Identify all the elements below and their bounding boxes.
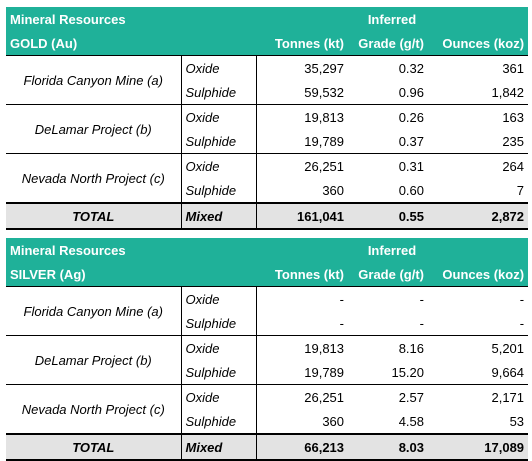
total-ounces: 2,872 (428, 202, 529, 230)
deposit-type: Oxide (181, 335, 257, 360)
grade-value: 0.31 (348, 153, 429, 178)
silver-total-row: TOTAL Mixed 66,213 8.03 17,089 (6, 433, 529, 461)
grade-value: 2.57 (348, 384, 429, 409)
gold-col-grade: Grade (g/t) (348, 31, 429, 56)
grade-value: 0.37 (398, 133, 425, 149)
deposit-type: Sulphide (181, 409, 257, 434)
ounces-value: 163 (428, 104, 529, 129)
silver-col-grade: Grade (g/t) (348, 262, 429, 287)
total-tonnes: 161,041 (256, 202, 349, 230)
silver-metal-label: SILVER (Ag) (6, 262, 257, 287)
total-label: TOTAL (6, 433, 182, 461)
ounces-value: 361 (428, 55, 529, 80)
silver-header-row-1: Mineral Resources Inferred (6, 238, 529, 262)
ounces-value: 53 (509, 413, 525, 429)
gold-title: Mineral Resources (6, 7, 257, 31)
project-name: Florida Canyon Mine (a) (6, 286, 182, 336)
ounces-value: 7 (516, 182, 525, 198)
tonnes-value: - (256, 286, 349, 311)
table-row: DeLamar Project (b) Oxide 19,813 0.26 16… (6, 104, 529, 154)
table-row: Florida Canyon Mine (a) Oxide 35,297 0.3… (6, 55, 529, 105)
table-row: Florida Canyon Mine (a) Oxide - - - (6, 286, 529, 336)
ounces-value: 9,664 (491, 364, 525, 380)
tonnes-value: 19,813 (256, 335, 349, 360)
silver-title: Mineral Resources (6, 238, 257, 262)
grade-value: 0.26 (348, 104, 429, 129)
deposit-type: Sulphide (181, 129, 257, 154)
total-tonnes: 66,213 (256, 433, 349, 461)
silver-col-ounces: Ounces (koz) (428, 262, 529, 287)
gold-col-tonnes: Tonnes (kt) (256, 31, 349, 56)
project-name: Florida Canyon Mine (a) (6, 55, 182, 105)
deposit-type: Oxide (181, 153, 257, 178)
tonnes-value: 19,789 (304, 364, 345, 380)
total-type: Mixed (181, 433, 257, 461)
table-row: Sulphide 360 0.60 7 (6, 178, 528, 203)
tonnes-value: 59,532 (304, 84, 345, 100)
table-row: DeLamar Project (b) Oxide 19,813 8.16 5,… (6, 335, 529, 385)
table-row: Sulphide 360 4.58 53 (6, 409, 528, 434)
silver-col-tonnes: Tonnes (kt) (256, 262, 349, 287)
project-name: DeLamar Project (b) (6, 335, 182, 385)
deposit-type: Sulphide (181, 178, 257, 203)
gold-resources-table: Mineral Resources Inferred GOLD (Au) Ton… (6, 7, 529, 230)
tonnes-value: - (339, 315, 345, 331)
table-row: Sulphide 19,789 0.37 235 (6, 129, 528, 154)
tonnes-value: 19,813 (256, 104, 349, 129)
deposit-type: Sulphide (181, 80, 257, 105)
ounces-value: - (428, 286, 529, 311)
tonnes-value: 26,251 (256, 153, 349, 178)
grade-value: 15.20 (391, 364, 425, 380)
ounces-value: 2,171 (428, 384, 529, 409)
total-ounces: 17,089 (428, 433, 529, 461)
gold-col-ounces: Ounces (koz) (428, 31, 529, 56)
deposit-type: Oxide (181, 55, 257, 80)
grade-value: 0.96 (398, 84, 425, 100)
grade-value: 0.60 (398, 182, 425, 198)
table-row: Sulphide 19,789 15.20 9,664 (6, 360, 528, 385)
gold-total-row: TOTAL Mixed 161,041 0.55 2,872 (6, 202, 529, 230)
gold-header-row-2: GOLD (Au) Tonnes (kt) Grade (g/t) Ounces… (6, 31, 529, 56)
project-name: DeLamar Project (b) (6, 104, 182, 154)
ounces-value: 5,201 (428, 335, 529, 360)
gold-metal-label: GOLD (Au) (6, 31, 257, 56)
table-row: Nevada North Project (c) Oxide 26,251 0.… (6, 153, 529, 203)
ounces-value: 264 (428, 153, 529, 178)
grade-value: 8.16 (348, 335, 429, 360)
deposit-type: Oxide (181, 384, 257, 409)
table-row: Sulphide 59,532 0.96 1,842 (6, 80, 528, 105)
grade-value: - (348, 286, 429, 311)
tonnes-value: 360 (322, 413, 345, 429)
gold-header-row-1: Mineral Resources Inferred (6, 7, 529, 31)
ounces-value: 1,842 (491, 84, 525, 100)
grade-value: 4.58 (398, 413, 425, 429)
tonnes-value: 360 (322, 182, 345, 198)
total-label: TOTAL (6, 202, 182, 230)
grade-value: 0.32 (348, 55, 429, 80)
total-grade: 0.55 (348, 202, 429, 230)
deposit-type: Sulphide (181, 311, 257, 336)
gold-category: Inferred (256, 7, 529, 31)
deposit-type: Oxide (181, 286, 257, 311)
silver-header-row-2: SILVER (Ag) Tonnes (kt) Grade (g/t) Ounc… (6, 262, 529, 287)
ounces-value: - (519, 315, 525, 331)
tonnes-value: 35,297 (256, 55, 349, 80)
deposit-type: Oxide (181, 104, 257, 129)
grade-value: - (419, 315, 425, 331)
table-row: Sulphide - - - (6, 311, 528, 336)
project-name: Nevada North Project (c) (6, 153, 182, 203)
deposit-type: Sulphide (181, 360, 257, 385)
tonnes-value: 26,251 (256, 384, 349, 409)
total-type: Mixed (181, 202, 257, 230)
table-row: Nevada North Project (c) Oxide 26,251 2.… (6, 384, 529, 434)
ounces-value: 235 (502, 133, 525, 149)
silver-category: Inferred (256, 238, 529, 262)
tonnes-value: 19,789 (304, 133, 345, 149)
total-grade: 8.03 (348, 433, 429, 461)
silver-resources-table: Mineral Resources Inferred SILVER (Ag) T… (6, 238, 529, 461)
project-name: Nevada North Project (c) (6, 384, 182, 434)
